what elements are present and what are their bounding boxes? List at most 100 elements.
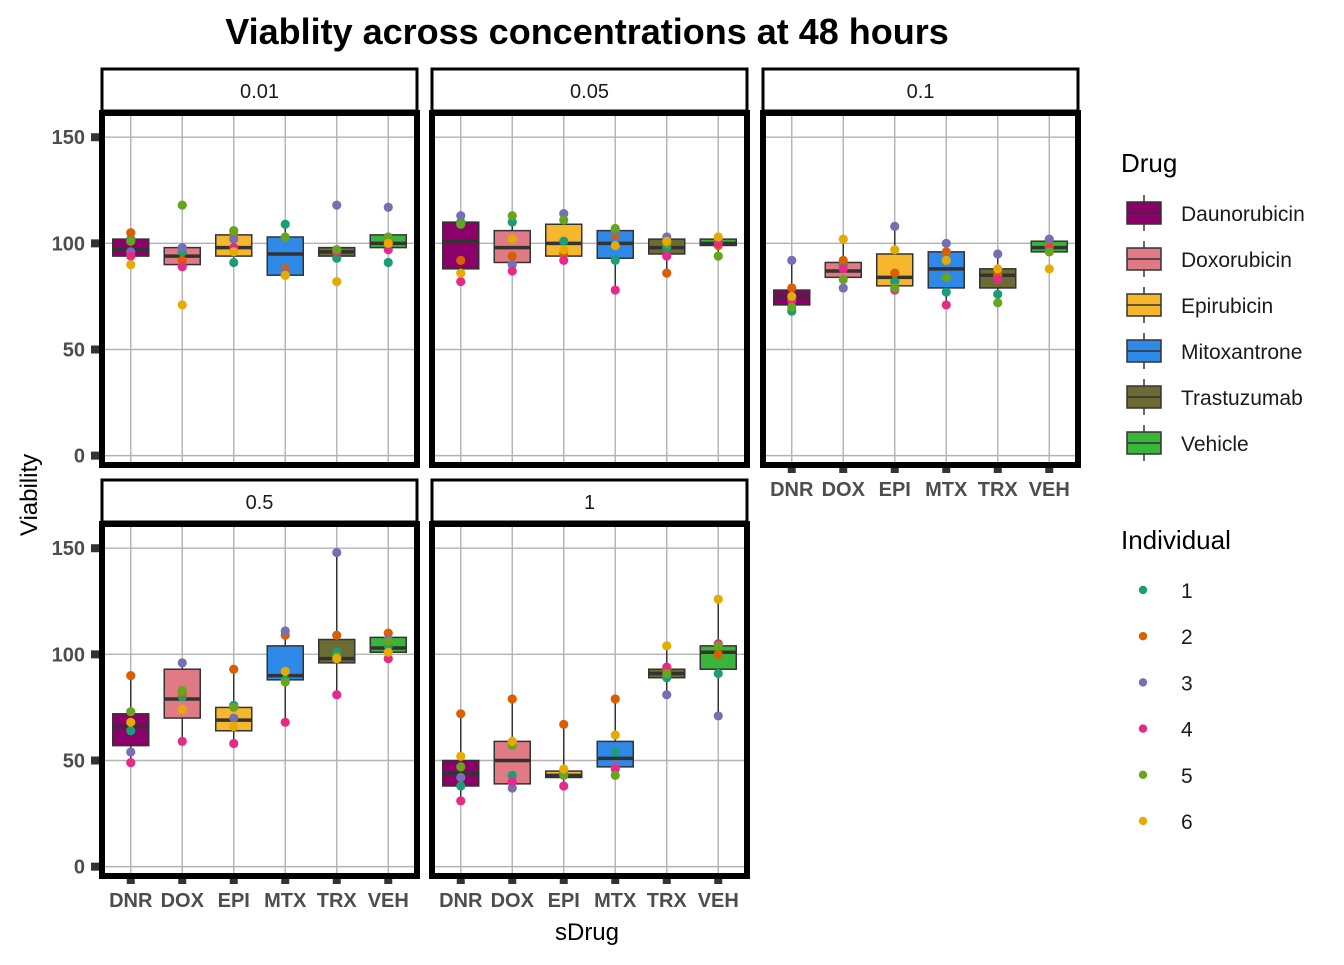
data-point: [890, 276, 900, 287]
data-point: [610, 285, 620, 295]
legend-individual-label: 4: [1181, 719, 1193, 742]
data-point: [662, 251, 672, 261]
data-point: [507, 777, 517, 787]
legend-individual-item: 5: [1138, 765, 1193, 788]
data-point: [941, 255, 951, 265]
data-point: [662, 236, 672, 246]
data-point: [787, 283, 797, 293]
data-point: [126, 670, 136, 681]
data-point: [456, 255, 466, 265]
box-group: [442, 211, 480, 287]
box-group: [596, 694, 634, 780]
data-point: [177, 200, 187, 210]
data-point: [456, 219, 466, 229]
x-tick-label: EPI: [548, 890, 580, 912]
data-point: [383, 202, 393, 212]
data-point: [610, 694, 620, 704]
legend-individual-label: 2: [1181, 626, 1193, 649]
legend-individual-item: 2: [1138, 626, 1193, 649]
data-point: [993, 264, 1003, 274]
data-point: [713, 668, 723, 679]
facet-strip: [100, 478, 419, 524]
y-tick-label: 0: [74, 446, 85, 468]
x-tick-mark: [126, 876, 135, 884]
data-point: [280, 232, 290, 242]
box-group: [112, 670, 150, 768]
data-point: [559, 245, 569, 255]
data-point: [941, 287, 951, 297]
data-point: [383, 654, 393, 664]
x-tick-mark: [1045, 465, 1054, 473]
data-point: [126, 228, 136, 238]
data-point: [787, 255, 797, 265]
data-point: [838, 234, 848, 244]
data-point: [456, 709, 466, 719]
x-tick-label: VEH: [368, 890, 409, 912]
data-point: [280, 677, 290, 687]
data-point: [332, 630, 342, 640]
data-point: [507, 694, 517, 704]
x-tick-mark: [281, 876, 290, 884]
box-group: [318, 547, 356, 700]
y-tick-label: 150: [52, 127, 85, 149]
x-tick-mark: [890, 465, 899, 473]
box-group: [1030, 234, 1068, 274]
box-group: [266, 219, 304, 280]
data-point: [662, 690, 672, 700]
x-tick-label: DOX: [491, 890, 535, 912]
data-point: [993, 298, 1003, 308]
data-point: [610, 747, 620, 757]
box-group: [442, 709, 480, 806]
x-tick-label: DOX: [161, 890, 205, 912]
y-tick-mark: [91, 544, 99, 553]
legend-individual-title: Individual: [1121, 525, 1231, 555]
data-point: [993, 289, 1003, 299]
data-point: [941, 238, 951, 248]
box-group: [112, 228, 150, 270]
y-tick-mark: [91, 650, 99, 659]
facet-panel: 0.1 DNR DOX EPI MTX TRX VEH: [760, 67, 1081, 501]
data-point: [507, 770, 517, 780]
y-tick-label: 0: [74, 857, 85, 879]
data-point: [456, 276, 466, 287]
data-point: [332, 200, 342, 210]
data-point: [456, 781, 466, 791]
data-point: [177, 300, 187, 310]
legend-individual-item: 3: [1138, 672, 1193, 695]
data-point: [332, 245, 342, 255]
facet-panel: 0.05: [429, 67, 750, 468]
data-point: [456, 762, 466, 772]
box-group: [215, 664, 253, 749]
facet-strip-label: 1: [584, 492, 595, 514]
data-point: [126, 707, 136, 717]
x-tick-label: VEH: [1029, 479, 1070, 501]
x-tick-label: TRX: [647, 890, 688, 912]
data-point: [177, 736, 187, 746]
data-point: [507, 251, 517, 261]
x-tick-label: TRX: [317, 890, 358, 912]
data-point: [713, 641, 723, 651]
data-point: [456, 751, 466, 761]
legend-individual-item: 4: [1138, 719, 1193, 742]
y-tick-label: 100: [52, 233, 85, 255]
data-point: [456, 211, 466, 221]
data-point: [890, 268, 900, 278]
legend-individual-label: 6: [1181, 811, 1193, 834]
data-point: [177, 255, 187, 265]
data-point: [662, 641, 672, 651]
data-point: [610, 240, 620, 251]
legend-layer: Drug Daunorubicin Doxorubicin Epirubicin Mit…: [1121, 148, 1305, 834]
data-point: [507, 234, 517, 244]
x-tick-mark: [178, 876, 187, 884]
legend-point: [1138, 632, 1148, 641]
box-group: [699, 594, 737, 721]
legend-drug-label: Daunorubicin: [1181, 203, 1305, 226]
y-tick-mark: [91, 862, 99, 871]
box-group: [215, 226, 253, 268]
data-point: [713, 251, 723, 261]
legend-drug-item: Daunorubicin: [1126, 195, 1305, 231]
box-group: [163, 658, 201, 746]
data-point: [662, 662, 672, 672]
data-point: [229, 738, 239, 749]
x-tick-label: VEH: [698, 890, 739, 912]
